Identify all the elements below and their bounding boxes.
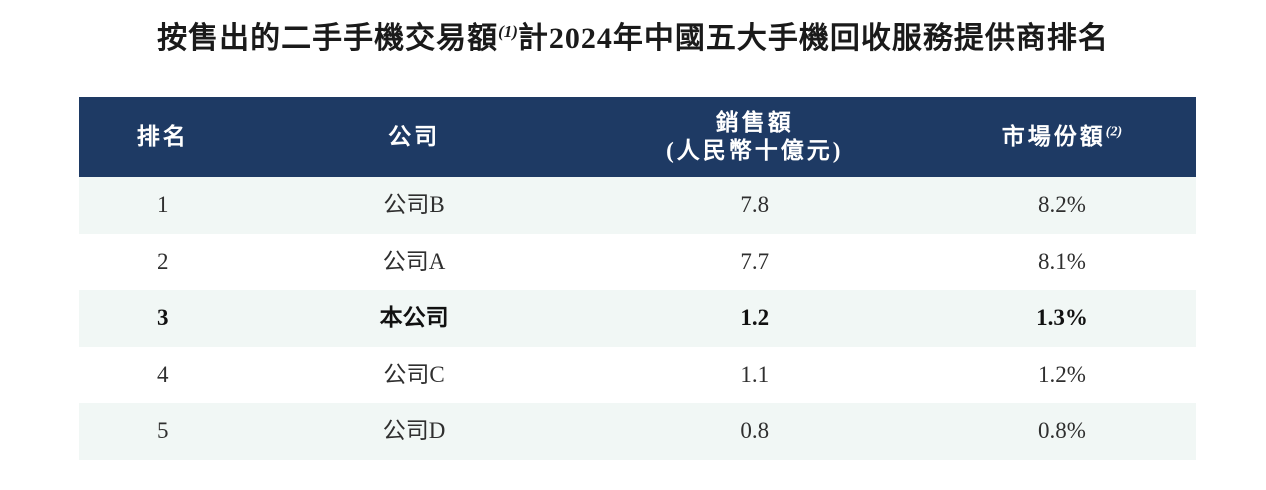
table-title: 按售出的二手手機交易額(1)計2024年中國五大手機回收服務提供商排名	[0, 20, 1266, 58]
table-row: 5 公司D 0.8 0.8%	[79, 403, 1196, 460]
cell-rank: 3	[157, 305, 169, 331]
cell-rank: 5	[157, 418, 169, 444]
cell-company: 公司A	[382, 248, 446, 274]
cell-sales: 7.8	[740, 192, 770, 218]
cell-sales: 1.1	[740, 361, 770, 387]
table-row: 1 公司B 7.8 8.2%	[79, 177, 1196, 234]
cell-market-share: 0.8%	[1037, 418, 1086, 444]
header-cell-market-share: 市場份額(2)	[928, 123, 1196, 151]
header-share-label: 市場份額	[1001, 124, 1106, 149]
ranking-table: 排名 公司 銷售額 (人民幣十億元) 市場份額(2) 1 公司B 7.8 8.2…	[79, 97, 1196, 460]
title-footnote-superscript: (1)	[498, 22, 518, 41]
cell-company: 公司C	[383, 361, 445, 387]
cell-company: 本公司	[379, 305, 449, 331]
header-share-footnote-superscript: (2)	[1105, 124, 1123, 140]
cell-sales: 1.2	[740, 305, 770, 331]
header-sales-line2: (人民幣十億元)	[666, 138, 844, 163]
cell-sales: 7.7	[740, 248, 770, 274]
table-header-row: 排名 公司 銷售額 (人民幣十億元) 市場份額(2)	[79, 97, 1196, 177]
title-text-part1: 按售出的二手手機交易額	[157, 22, 499, 55]
header-cell-company: 公司	[388, 124, 441, 149]
cell-company: 公司D	[382, 418, 446, 444]
cell-market-share: 1.2%	[1037, 361, 1086, 387]
cell-sales: 0.8	[740, 418, 770, 444]
table-row-our-company: 3 本公司 1.2 1.3%	[79, 290, 1196, 347]
cell-market-share: 8.2%	[1037, 192, 1086, 218]
cell-company: 公司B	[383, 192, 445, 218]
table-row: 4 公司C 1.1 1.2%	[79, 346, 1196, 403]
header-sales-line1: 銷售額	[715, 110, 794, 135]
cell-rank: 2	[157, 248, 169, 274]
table-row: 2 公司A 7.7 8.1%	[79, 233, 1196, 290]
title-text-part2: 計2024年中國五大手機回收服務提供商排名	[517, 22, 1109, 55]
cell-market-share: 8.1%	[1037, 248, 1086, 274]
header-cell-rank: 排名	[136, 124, 189, 149]
cell-rank: 1	[157, 192, 169, 218]
table-body: 1 公司B 7.8 8.2% 2 公司A 7.7 8.1% 3 本公司 1.2 …	[79, 177, 1196, 460]
cell-market-share: 1.3%	[1036, 305, 1088, 331]
header-cell-sales: 銷售額 (人民幣十億元)	[582, 109, 928, 165]
cell-rank: 4	[157, 361, 169, 387]
